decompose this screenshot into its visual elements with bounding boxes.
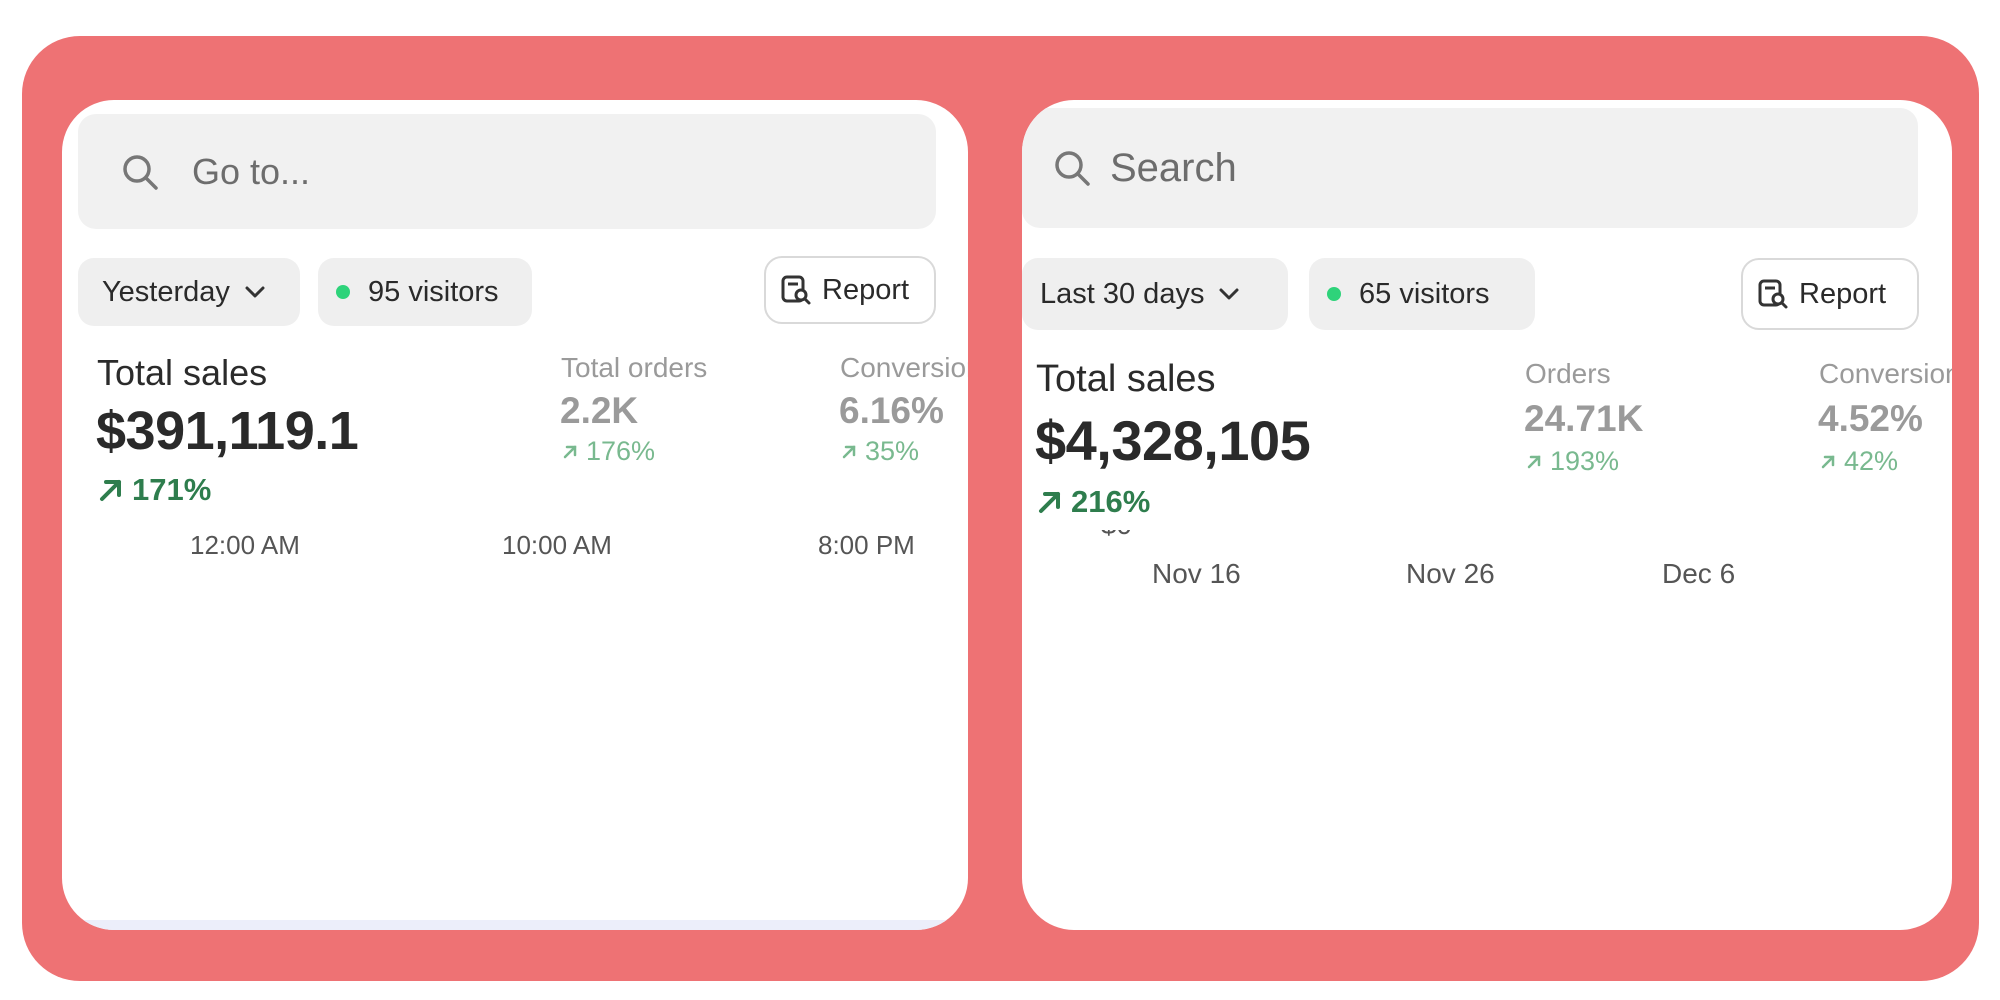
- orders-metric-title: Orders: [1525, 358, 1611, 389]
- date-range-label: Yesterday: [102, 275, 230, 308]
- chevron-down-icon: [1218, 287, 1240, 301]
- x-tick-label: 12:00 AM: [190, 530, 300, 560]
- report-label: Report: [1799, 277, 1887, 310]
- trend-up-icon: [562, 444, 578, 460]
- x-tick-label: Dec 6: [1662, 558, 1735, 589]
- primary-metric-delta-value: 216%: [1071, 484, 1151, 519]
- primary-metric-value: $391,119.1: [96, 401, 359, 461]
- conversion-metric-title: Conversion: [840, 352, 968, 383]
- y-tick-label: $0: [1101, 530, 1132, 540]
- visitors-label: 65 visitors: [1359, 277, 1490, 310]
- report-button[interactable]: Report: [764, 256, 936, 324]
- live-indicator-dot: [1327, 287, 1341, 301]
- date-range-dropdown[interactable]: Yesterday: [78, 258, 300, 326]
- report-search-icon: [780, 274, 812, 306]
- primary-metric-title: Total sales: [1036, 358, 1216, 400]
- orders-metric-delta: 176%: [562, 436, 655, 467]
- conversion-metric-delta: 42%: [1820, 446, 1898, 477]
- conversion-metric-title: Conversion: [1819, 358, 1952, 389]
- orders-metric-value: 2.2K: [560, 390, 639, 431]
- search-icon: [1052, 148, 1092, 188]
- x-tick-label: 10:00 AM: [502, 530, 612, 560]
- trend-up-icon: [1037, 489, 1063, 515]
- conversion-metric-value: 6.16%: [839, 390, 944, 431]
- search-icon: [120, 152, 160, 192]
- sales-panel-last-30-days: Search Last 30 days 65 visitors Report T…: [1022, 100, 1952, 930]
- conversion-metric-delta-value: 42%: [1844, 446, 1899, 476]
- orders-metric-value: 24.71K: [1524, 398, 1644, 439]
- conversion-metric-delta-value: 35%: [865, 436, 920, 466]
- search-bar[interactable]: Search: [1022, 108, 1918, 228]
- sales-panel-yesterday: Go to... Yesterday 95 visitors Report To…: [62, 100, 968, 930]
- primary-metric-delta: 216%: [1037, 484, 1150, 520]
- report-search-icon: [1757, 278, 1789, 310]
- x-tick-label: Nov 16: [1152, 558, 1241, 589]
- conversion-metric-delta: 35%: [841, 436, 919, 467]
- trend-up-icon: [98, 477, 124, 503]
- primary-metric-title: Total sales: [97, 352, 268, 393]
- conversion-metric-value: 4.52%: [1818, 398, 1923, 439]
- search-placeholder: Go to...: [192, 150, 311, 192]
- card-bottom-edge: [62, 920, 968, 930]
- orders-metric-delta: 193%: [1526, 446, 1619, 477]
- live-indicator-dot: [336, 285, 350, 299]
- search-bar[interactable]: Go to...: [78, 114, 936, 229]
- date-range-dropdown[interactable]: Last 30 days: [1022, 258, 1288, 330]
- x-tick-label: Nov 26: [1406, 558, 1495, 589]
- visitors-label: 95 visitors: [368, 275, 499, 308]
- chevron-down-icon: [244, 285, 266, 299]
- report-label: Report: [822, 273, 910, 306]
- primary-metric-delta: 171%: [98, 472, 211, 508]
- trend-up-icon: [1820, 454, 1836, 470]
- primary-metric-value: $4,328,105: [1035, 409, 1311, 472]
- x-tick-label: 8:00 PM: [818, 530, 915, 560]
- live-visitors-badge[interactable]: 95 visitors: [318, 258, 532, 326]
- primary-metric-delta-value: 171%: [132, 472, 212, 507]
- date-range-label: Last 30 days: [1040, 277, 1205, 310]
- live-visitors-badge[interactable]: 65 visitors: [1309, 258, 1535, 330]
- trend-up-icon: [1526, 454, 1542, 470]
- report-button[interactable]: Report: [1741, 258, 1919, 330]
- orders-metric-delta-value: 176%: [586, 436, 656, 466]
- search-placeholder: Search: [1110, 145, 1237, 190]
- trend-up-icon: [841, 444, 857, 460]
- orders-metric-title: Total orders: [561, 352, 708, 383]
- orders-metric-delta-value: 193%: [1550, 446, 1620, 476]
